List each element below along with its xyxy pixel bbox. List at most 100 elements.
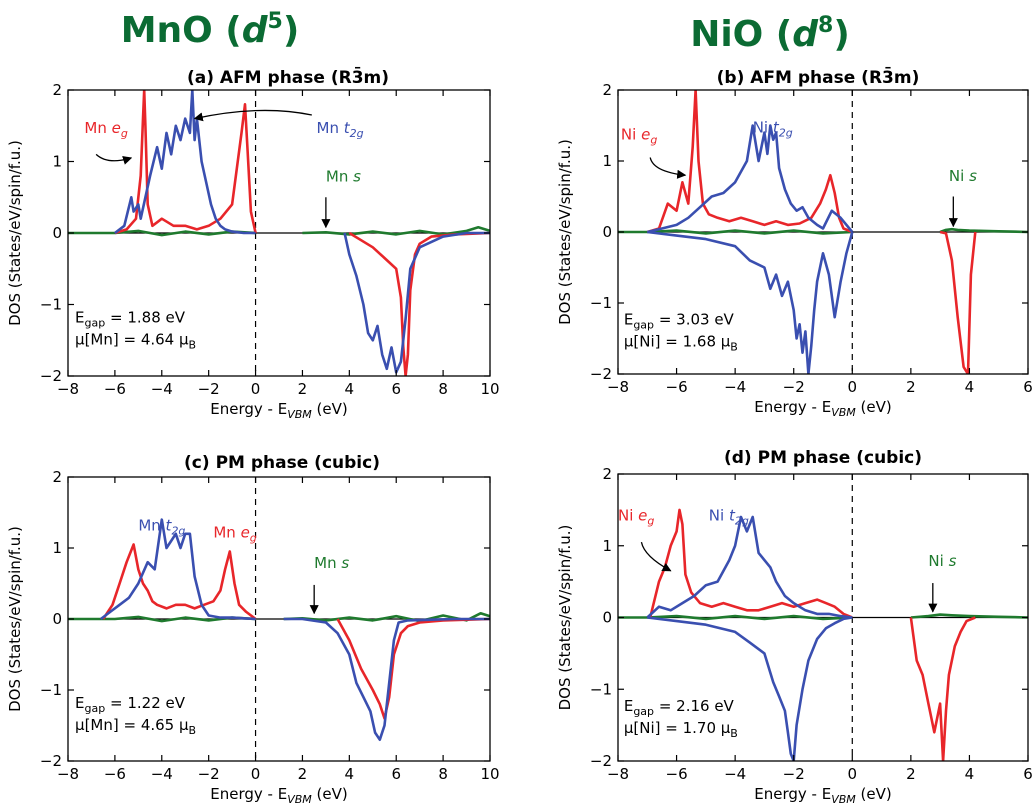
series-group	[618, 90, 1028, 374]
ni-s-line	[618, 613, 1028, 621]
x-tick-label: 4	[345, 380, 355, 398]
x-tick-label: −2	[198, 765, 220, 783]
series-group	[68, 90, 490, 376]
y-tick-label: 0	[602, 223, 612, 241]
x-tick-label: 2	[298, 380, 308, 398]
title-base: MnO (	[121, 10, 242, 51]
x-axis-label: Energy - EVBM (eV)	[210, 400, 347, 421]
title-sup: 8	[818, 13, 833, 38]
label-s: Mn s	[326, 168, 361, 186]
y-axis-label: DOS (States/eV/spin/f.u.)	[556, 139, 574, 325]
series-group	[618, 508, 1028, 761]
moment-label: μ[Ni] = 1.68 μB	[624, 332, 738, 353]
y-tick-label: −1	[40, 681, 62, 699]
x-tick-label: −4	[151, 380, 173, 398]
panel-title: (d) PM phase (cubic)	[724, 448, 922, 468]
label-eg: Mn eg	[213, 523, 256, 544]
y-tick-label: 0	[52, 224, 62, 242]
nio-column-title: NiO (d8)	[690, 13, 850, 55]
x-tick-label: 8	[438, 380, 448, 398]
x-tick-label: 4	[345, 765, 355, 783]
ni-s-line	[618, 227, 1028, 235]
x-tick-label: −6	[666, 765, 688, 783]
x-tick-label: −8	[57, 380, 79, 398]
title-d: d	[792, 14, 819, 55]
x-tick-label: 6	[391, 765, 401, 783]
label-s: Ni s	[928, 552, 956, 570]
y-tick-label: −1	[590, 294, 612, 312]
x-tick-label: 6	[391, 380, 401, 398]
egap-label: Egap = 2.16 eV	[624, 697, 735, 718]
mn-s-line	[68, 226, 490, 237]
y-axis-label: DOS (States/eV/spin/f.u.)	[556, 525, 574, 711]
y-axis-label: DOS (States/eV/spin/f.u.)	[6, 526, 24, 712]
label-t2g: Ni t2g	[709, 507, 749, 528]
panel-a: (a) AFM phase (R3̄m)−8 −6 −4 −2 0 2 4 6 8 10210−1…	[6, 66, 500, 421]
title-d: d	[242, 10, 269, 51]
x-axis-label: Energy - EVBM (eV)	[210, 785, 347, 806]
label-t2g: Ni t2g	[753, 119, 793, 140]
x-tick-label: 0	[251, 380, 261, 398]
x-tick-label: 0	[251, 765, 261, 783]
label-s: Ni s	[949, 167, 977, 185]
y-tick-label: 2	[602, 465, 612, 483]
ni-t2g-down-line	[647, 230, 854, 374]
y-tick-label: 1	[52, 153, 62, 171]
x-tick-label: −6	[666, 378, 688, 396]
x-tick-label: 6	[1023, 765, 1033, 783]
y-axis-label: DOS (States/eV/spin/f.u.)	[6, 140, 24, 326]
label-t2g: Mn t2g	[138, 516, 185, 537]
mn-eg-line	[114, 90, 490, 376]
moment-label: μ[Mn] = 4.64 μB	[75, 330, 196, 351]
arrow-eg	[95, 153, 133, 165]
x-tick-label: 0	[848, 378, 858, 396]
x-tick-label: 8	[438, 765, 448, 783]
label-eg: Ni eg	[621, 126, 657, 147]
x-tick-label: −2	[783, 378, 805, 396]
mn-eg-line	[102, 543, 490, 720]
label-eg: Mn eg	[84, 119, 127, 140]
panel-title: (a) AFM phase (R3̄m)	[187, 66, 389, 88]
x-tick-label: −6	[104, 380, 126, 398]
label-eg: Ni eg	[618, 507, 654, 528]
mn-t2g-line	[114, 90, 490, 374]
y-tick-label: −2	[590, 752, 612, 770]
x-tick-label: −6	[104, 765, 126, 783]
x-axis-label: Energy - EVBM (eV)	[754, 398, 891, 419]
ni-t2g-line	[646, 515, 853, 619]
y-tick-label: 2	[602, 81, 612, 99]
x-tick-label: −4	[724, 378, 746, 396]
arrow-t2g	[193, 109, 312, 122]
egap-label: Egap = 1.22 eV	[75, 694, 186, 715]
x-tick-label: −8	[607, 378, 629, 396]
y-tick-label: 1	[602, 537, 612, 555]
x-tick-label: 6	[1023, 378, 1033, 396]
panel-title: (b) AFM phase (R3̄m)	[717, 66, 920, 88]
title-base: NiO (	[690, 14, 792, 55]
panel-b: (b) AFM phase (R3̄m) −8 −6 −4 −2 0 2 4 6 2 1 0 −1 −2 E…	[556, 66, 1033, 419]
mn-t2g-line	[100, 518, 490, 741]
y-tick-label: 0	[52, 610, 62, 628]
ni-t2g-down-line	[647, 616, 853, 761]
title-sup: 5	[268, 9, 283, 34]
egap-label: Egap = 1.88 eV	[75, 308, 186, 329]
y-tick-label: −2	[40, 367, 62, 385]
x-tick-label: 0	[848, 765, 858, 783]
x-tick-label: 2	[906, 765, 916, 783]
moment-label: μ[Ni] = 1.70 μB	[624, 719, 738, 740]
panel-c: (c) PM phase (cubic)−8 −6 −4 −2 0 2 4 6 8 10210−1…	[6, 453, 500, 806]
x-tick-label: 4	[965, 378, 975, 396]
mno-column-title: MnO (d5)	[121, 9, 300, 51]
x-tick-label: 10	[480, 765, 499, 783]
x-tick-label: −8	[607, 765, 629, 783]
y-tick-label: 0	[602, 609, 612, 627]
x-tick-label: 4	[965, 765, 975, 783]
arrow-eg	[640, 542, 672, 572]
x-tick-label: 10	[480, 380, 499, 398]
label-t2g: Mn t2g	[317, 119, 364, 140]
label-s: Mn s	[314, 554, 349, 572]
y-tick-label: 1	[52, 539, 62, 557]
title-close: )	[283, 10, 299, 51]
y-tick-label: −1	[590, 680, 612, 698]
x-tick-label: 2	[298, 765, 308, 783]
